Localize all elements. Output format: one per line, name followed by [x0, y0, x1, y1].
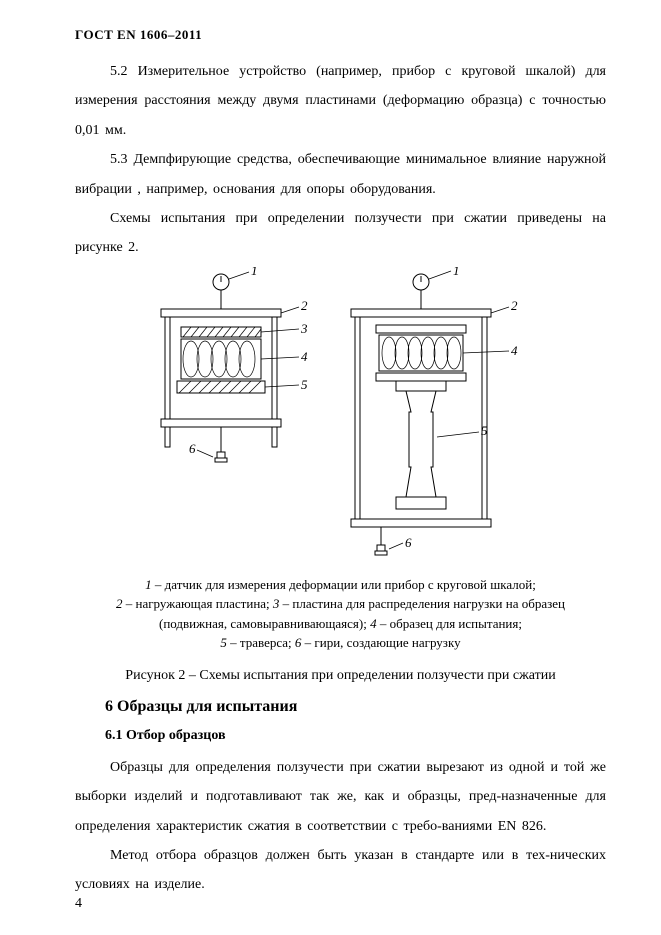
paragraph-body-1: Образцы для определения ползучести при с…	[75, 753, 606, 841]
doc-header: ГОСТ EN 1606–2011	[75, 28, 606, 41]
section-6-heading: 6 Образцы для испытания	[105, 699, 606, 715]
page-number: 4	[75, 897, 82, 911]
fig-label-5: 5	[301, 377, 308, 392]
paragraph-fig-intro: Схемы испытания при определении ползучес…	[75, 204, 606, 263]
paragraph-5-3: 5.3 Демпфирующие средства, обеспечивающи…	[75, 145, 606, 204]
figure-caption: Рисунок 2 – Схемы испытания при определе…	[75, 669, 606, 683]
figure-2-svg: 1 2 3 4 5 6	[141, 267, 541, 567]
fig-label-2b: 2	[511, 298, 518, 313]
fig-label-1: 1	[251, 267, 258, 278]
section-6-1-heading: 6.1 Отбор образцов	[105, 729, 606, 743]
fig-label-6b: 6	[405, 535, 412, 550]
fig-label-1b: 1	[453, 267, 460, 278]
fig-label-4b: 4	[511, 343, 518, 358]
legend-text: – образец для испытания;	[377, 616, 522, 631]
legend-text: – нагружающая пластина;	[123, 596, 273, 611]
page: ГОСТ EN 1606–2011 5.2 Измерительное устр…	[0, 0, 661, 935]
fig-label-3: 3	[300, 321, 308, 336]
paragraph-5-2: 5.2 Измерительное устройство (например, …	[75, 57, 606, 145]
figure-legend: 1 – датчик для измерения деформации или …	[75, 575, 606, 653]
legend-text: (подвижная, самовыравнивающаяся);	[159, 616, 370, 631]
legend-text: – траверса;	[227, 635, 295, 650]
legend-text: – гири, создающие нагрузку	[301, 635, 460, 650]
legend-text: – датчик для измерения деформации или пр…	[152, 577, 536, 592]
legend-text: – пластина для распределения нагрузки на…	[279, 596, 565, 611]
paragraph-body-2: Метод отбора образцов должен быть указан…	[75, 841, 606, 900]
fig-label-6: 6	[189, 441, 196, 456]
fig-label-2: 2	[301, 298, 308, 313]
figure-2: 1 2 3 4 5 6	[75, 267, 606, 567]
fig-label-5b: 5	[481, 423, 488, 438]
fig-label-4: 4	[301, 349, 308, 364]
